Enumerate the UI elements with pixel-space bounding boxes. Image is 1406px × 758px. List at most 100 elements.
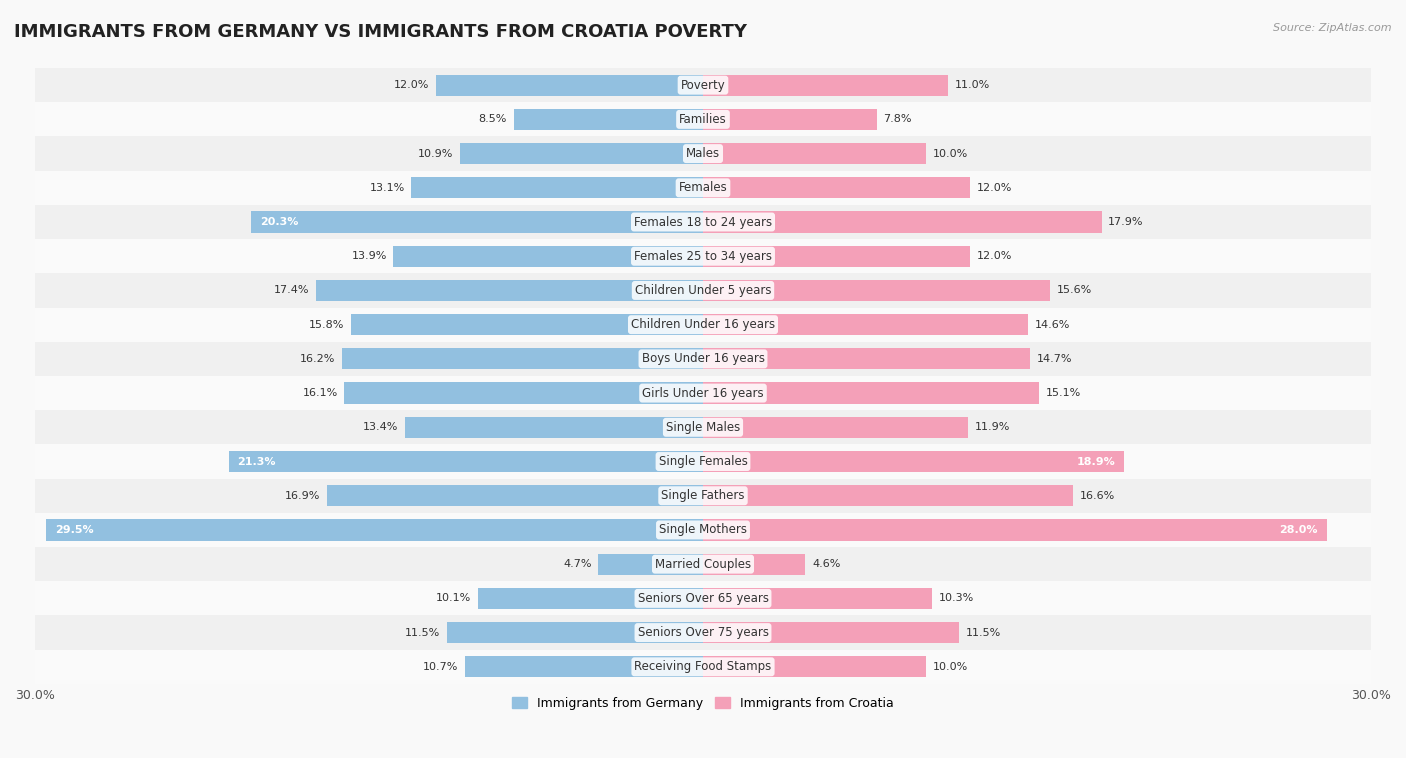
Text: 13.4%: 13.4% xyxy=(363,422,398,432)
Text: Females 18 to 24 years: Females 18 to 24 years xyxy=(634,215,772,228)
Text: 15.8%: 15.8% xyxy=(309,320,344,330)
Text: IMMIGRANTS FROM GERMANY VS IMMIGRANTS FROM CROATIA POVERTY: IMMIGRANTS FROM GERMANY VS IMMIGRANTS FR… xyxy=(14,23,747,41)
Text: 20.3%: 20.3% xyxy=(260,217,298,227)
Bar xyxy=(703,485,1073,506)
Text: 4.7%: 4.7% xyxy=(564,559,592,569)
Text: 13.1%: 13.1% xyxy=(370,183,405,193)
Text: 16.2%: 16.2% xyxy=(301,354,336,364)
Text: 12.0%: 12.0% xyxy=(977,183,1012,193)
Text: 11.0%: 11.0% xyxy=(955,80,990,90)
Bar xyxy=(35,308,1371,342)
Text: 18.9%: 18.9% xyxy=(1076,456,1115,466)
Bar xyxy=(703,211,1102,233)
Text: 4.6%: 4.6% xyxy=(813,559,841,569)
Bar xyxy=(35,650,1371,684)
Bar xyxy=(35,513,1371,547)
Text: Boys Under 16 years: Boys Under 16 years xyxy=(641,352,765,365)
Bar xyxy=(35,136,1371,171)
Text: Single Fathers: Single Fathers xyxy=(661,489,745,503)
Text: Families: Families xyxy=(679,113,727,126)
Bar xyxy=(35,205,1371,239)
Bar xyxy=(703,587,932,609)
Text: Children Under 16 years: Children Under 16 years xyxy=(631,318,775,331)
Text: Girls Under 16 years: Girls Under 16 years xyxy=(643,387,763,399)
Text: 13.9%: 13.9% xyxy=(352,251,387,262)
Bar xyxy=(412,177,703,199)
Text: 10.0%: 10.0% xyxy=(932,149,967,158)
Text: Seniors Over 65 years: Seniors Over 65 years xyxy=(637,592,769,605)
Text: 11.5%: 11.5% xyxy=(966,628,1001,637)
Text: Children Under 5 years: Children Under 5 years xyxy=(634,284,772,297)
Bar xyxy=(352,314,703,335)
Bar xyxy=(703,74,948,96)
Text: 14.6%: 14.6% xyxy=(1035,320,1070,330)
Bar xyxy=(35,547,1371,581)
Text: Poverty: Poverty xyxy=(681,79,725,92)
Bar xyxy=(35,410,1371,444)
Text: Females 25 to 34 years: Females 25 to 34 years xyxy=(634,249,772,263)
Text: Males: Males xyxy=(686,147,720,160)
Bar xyxy=(35,376,1371,410)
Bar xyxy=(703,348,1031,369)
Text: 15.6%: 15.6% xyxy=(1057,286,1092,296)
Text: 12.0%: 12.0% xyxy=(394,80,429,90)
Text: 10.0%: 10.0% xyxy=(932,662,967,672)
Bar xyxy=(35,171,1371,205)
Bar xyxy=(703,109,877,130)
Text: 14.7%: 14.7% xyxy=(1038,354,1073,364)
Bar xyxy=(460,143,703,164)
Text: Seniors Over 75 years: Seniors Over 75 years xyxy=(637,626,769,639)
Bar xyxy=(703,451,1123,472)
Text: 12.0%: 12.0% xyxy=(977,251,1012,262)
Bar xyxy=(703,553,806,575)
Text: Single Mothers: Single Mothers xyxy=(659,524,747,537)
Bar xyxy=(35,615,1371,650)
Bar xyxy=(229,451,703,472)
Bar xyxy=(342,348,703,369)
Bar xyxy=(465,656,703,678)
Text: Single Males: Single Males xyxy=(666,421,740,434)
Bar xyxy=(599,553,703,575)
Text: 8.5%: 8.5% xyxy=(478,114,508,124)
Bar xyxy=(315,280,703,301)
Text: 17.9%: 17.9% xyxy=(1108,217,1144,227)
Bar xyxy=(703,519,1326,540)
Bar xyxy=(35,478,1371,513)
Text: 7.8%: 7.8% xyxy=(883,114,912,124)
Text: 10.7%: 10.7% xyxy=(423,662,458,672)
Bar xyxy=(703,622,959,644)
Bar xyxy=(703,656,925,678)
Bar xyxy=(46,519,703,540)
Text: 10.9%: 10.9% xyxy=(418,149,454,158)
Bar xyxy=(35,274,1371,308)
Legend: Immigrants from Germany, Immigrants from Croatia: Immigrants from Germany, Immigrants from… xyxy=(506,691,900,715)
Text: Source: ZipAtlas.com: Source: ZipAtlas.com xyxy=(1274,23,1392,33)
Bar xyxy=(405,417,703,438)
Bar xyxy=(703,280,1050,301)
Text: 10.1%: 10.1% xyxy=(436,594,471,603)
Bar xyxy=(513,109,703,130)
Bar xyxy=(35,68,1371,102)
Text: Receiving Food Stamps: Receiving Food Stamps xyxy=(634,660,772,673)
Bar xyxy=(326,485,703,506)
Bar xyxy=(35,102,1371,136)
Bar xyxy=(35,342,1371,376)
Text: 15.1%: 15.1% xyxy=(1046,388,1081,398)
Bar xyxy=(344,383,703,404)
Bar xyxy=(35,239,1371,274)
Text: 10.3%: 10.3% xyxy=(939,594,974,603)
Text: 11.9%: 11.9% xyxy=(974,422,1010,432)
Bar xyxy=(703,314,1028,335)
Bar xyxy=(703,417,967,438)
Text: 16.1%: 16.1% xyxy=(302,388,337,398)
Bar xyxy=(250,211,703,233)
Bar xyxy=(703,383,1039,404)
Text: Females: Females xyxy=(679,181,727,194)
Bar xyxy=(703,143,925,164)
Bar xyxy=(394,246,703,267)
Text: 28.0%: 28.0% xyxy=(1279,525,1317,535)
Bar xyxy=(447,622,703,644)
Text: 21.3%: 21.3% xyxy=(238,456,276,466)
Bar xyxy=(703,246,970,267)
Bar xyxy=(35,444,1371,478)
